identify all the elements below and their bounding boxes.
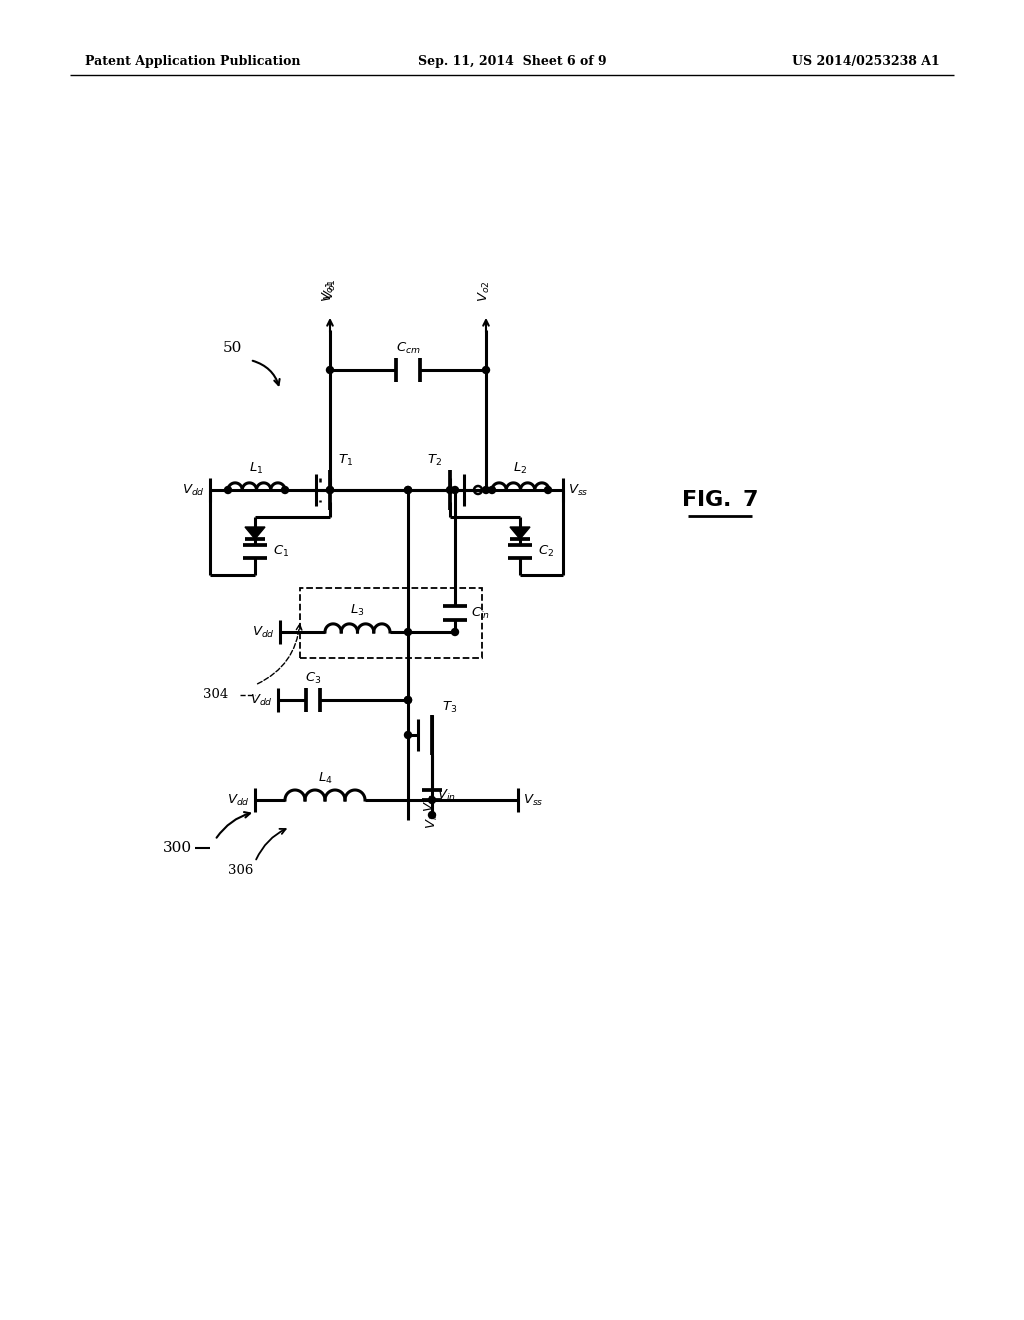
Circle shape bbox=[452, 487, 459, 494]
Circle shape bbox=[327, 487, 334, 494]
Text: $\mathbf{FIG.\ 7}$: $\mathbf{FIG.\ 7}$ bbox=[681, 488, 759, 511]
Circle shape bbox=[404, 628, 412, 635]
Circle shape bbox=[482, 367, 489, 374]
Circle shape bbox=[452, 628, 459, 635]
Circle shape bbox=[446, 487, 454, 494]
Text: 50: 50 bbox=[222, 341, 242, 355]
Text: $T_3$: $T_3$ bbox=[442, 700, 458, 714]
Circle shape bbox=[327, 487, 334, 494]
Circle shape bbox=[404, 487, 412, 494]
Text: $L_2$: $L_2$ bbox=[513, 461, 527, 475]
Polygon shape bbox=[245, 527, 265, 539]
Circle shape bbox=[482, 487, 489, 494]
Text: $L_3$: $L_3$ bbox=[350, 602, 365, 618]
Text: $C_{cm}$: $C_{cm}$ bbox=[395, 341, 421, 355]
Polygon shape bbox=[510, 527, 530, 539]
Circle shape bbox=[545, 487, 552, 494]
Text: Sep. 11, 2014  Sheet 6 of 9: Sep. 11, 2014 Sheet 6 of 9 bbox=[418, 55, 606, 69]
Text: US 2014/0253238 A1: US 2014/0253238 A1 bbox=[793, 55, 940, 69]
Bar bbox=[300, 587, 482, 657]
Text: $C_1$: $C_1$ bbox=[273, 544, 289, 558]
Text: 300: 300 bbox=[163, 841, 193, 855]
Text: $V_{o1}$: $V_{o1}$ bbox=[323, 279, 338, 300]
Text: $V_{dd}$: $V_{dd}$ bbox=[182, 482, 205, 498]
Circle shape bbox=[404, 697, 412, 704]
Text: $V_{dd}$: $V_{dd}$ bbox=[252, 624, 275, 640]
Text: $L_4$: $L_4$ bbox=[317, 771, 333, 785]
Circle shape bbox=[327, 367, 334, 374]
Text: $V_{ss}$: $V_{ss}$ bbox=[523, 792, 544, 808]
Circle shape bbox=[428, 796, 435, 804]
Text: Patent Application Publication: Patent Application Publication bbox=[85, 55, 300, 69]
Text: $L_1$: $L_1$ bbox=[249, 461, 264, 475]
Text: $T_1$: $T_1$ bbox=[338, 453, 353, 467]
Circle shape bbox=[404, 697, 412, 704]
Circle shape bbox=[224, 487, 231, 494]
Circle shape bbox=[428, 812, 435, 818]
Text: $V_{in}$: $V_{in}$ bbox=[437, 788, 456, 803]
Text: $V_{ss}$: $V_{ss}$ bbox=[568, 482, 589, 498]
Text: $V_{in}$: $V_{in}$ bbox=[425, 810, 439, 829]
Circle shape bbox=[282, 487, 289, 494]
Text: 304: 304 bbox=[203, 689, 228, 701]
Text: $V_{in}$: $V_{in}$ bbox=[423, 793, 437, 812]
Text: $C_2$: $C_2$ bbox=[538, 544, 554, 558]
Text: 306: 306 bbox=[228, 863, 253, 876]
Text: $C_{in}$: $C_{in}$ bbox=[471, 606, 490, 620]
Text: $T_2$: $T_2$ bbox=[427, 453, 442, 467]
Circle shape bbox=[488, 487, 496, 494]
Text: $C_3$: $C_3$ bbox=[305, 671, 322, 685]
Circle shape bbox=[404, 731, 412, 738]
Circle shape bbox=[404, 487, 412, 494]
Text: $V_{dd}$: $V_{dd}$ bbox=[227, 792, 250, 808]
Text: $V_{o1}$: $V_{o1}$ bbox=[321, 280, 336, 302]
Text: $V_{dd}$: $V_{dd}$ bbox=[250, 693, 273, 708]
Text: $V_{o2}$: $V_{o2}$ bbox=[476, 280, 492, 302]
